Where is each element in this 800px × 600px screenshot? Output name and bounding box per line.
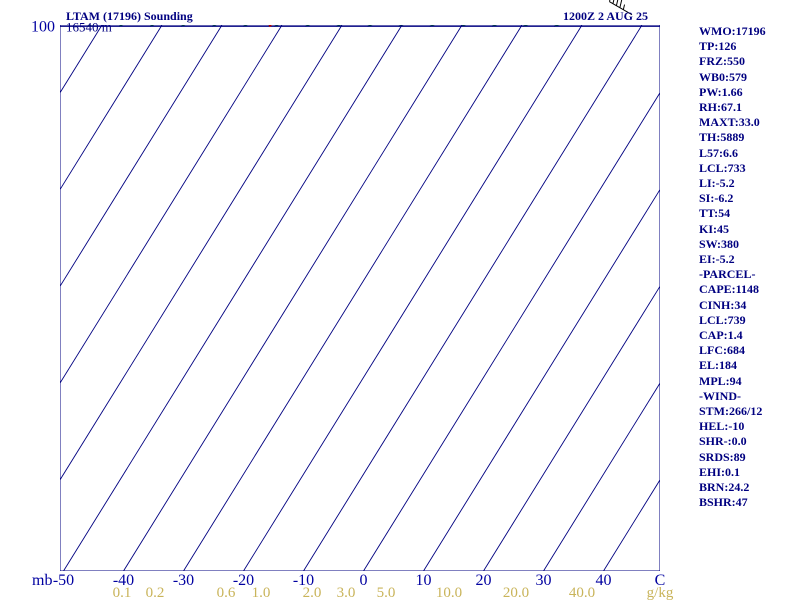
isotherm	[60, 25, 223, 288]
isotherm	[60, 25, 343, 481]
stat-line: EHI:0.1	[699, 464, 741, 479]
stat-line: BRN:24.2	[699, 480, 750, 494]
mixing-ratio-label: 0.1	[113, 585, 132, 600]
stat-line: HEL:-10	[699, 419, 745, 434]
isotherm	[60, 25, 163, 191]
stat-line: CAP:1.4	[699, 328, 743, 342]
stat-line: TH:5889	[699, 130, 745, 145]
stat-line: WMO:17196	[699, 24, 766, 38]
stat-line: MAXT:33.0	[699, 115, 760, 130]
temperature-tick-label: -40	[113, 572, 134, 589]
stat-line: BSHR:47	[699, 495, 748, 510]
stat-line: EL:184	[699, 358, 738, 373]
isotherm	[60, 25, 283, 384]
stat-line: LCL:739	[699, 312, 746, 327]
pressure-tick-label: 100	[31, 18, 55, 35]
dry-adiabat	[274, 25, 281, 27]
temperature-tick-label: -50	[53, 572, 74, 589]
temperature-tick-label: -20	[233, 572, 254, 589]
mixing-ratio-label: 5.0	[377, 585, 396, 600]
dry-adiabat	[149, 25, 156, 27]
x-axis-prefix: mb	[32, 572, 52, 589]
temperature-tick-label: 10	[416, 572, 432, 589]
mixing-ratio-label: 1.0	[252, 585, 271, 600]
dry-adiabat	[180, 25, 188, 27]
stat-line: CAPE:1148	[699, 282, 759, 297]
station-title: LTAM (17196) Sounding	[66, 9, 193, 23]
stat-line: L57:6.6	[699, 145, 738, 160]
mixing-ratio-label: 0.6	[217, 585, 236, 600]
stat-line: SHR-:0.0	[699, 434, 747, 449]
mixing-ratio-label: 20.0	[503, 585, 529, 600]
dry-adiabat	[87, 25, 94, 27]
sounding-time: 1200Z 2 AUG 25	[563, 9, 648, 23]
stat-line: LI:-5.2	[699, 176, 735, 190]
dry-adiabat	[118, 25, 125, 27]
mixing-ratio-label: 10.0	[436, 585, 462, 600]
wind-barb	[608, 0, 633, 16]
stat-line: KI:45	[699, 221, 729, 236]
stat-line: RH:67.1	[699, 100, 742, 114]
temperature-tick-label: 40	[596, 572, 612, 589]
temperature-line	[268, 25, 273, 28]
dry-adiabat	[212, 25, 219, 27]
stat-line: WB0:579	[699, 69, 747, 84]
stat-line: TP:126	[699, 39, 737, 54]
x-axis-unit: C	[655, 572, 666, 589]
temperature-tick-label: -10	[293, 572, 314, 589]
stat-line: EI:-5.2	[699, 252, 735, 266]
plot-frame	[60, 25, 660, 571]
height-label: 16540 m	[66, 19, 112, 34]
mixing-ratio-label: 0.2	[146, 585, 165, 600]
isotherm	[423, 188, 660, 571]
stat-line: -WIND-	[699, 388, 741, 403]
mixing-ratio-label: 2.0	[303, 585, 322, 600]
isotherm	[123, 25, 463, 571]
temperature-tick-label: 30	[536, 572, 552, 589]
isotherm	[483, 285, 660, 571]
temperature-tick-label: 20	[476, 572, 492, 589]
stat-line: LFC:684	[699, 343, 745, 358]
isotherm	[0, 25, 42, 571]
mixing-ratio-unit: g/kg	[647, 585, 674, 600]
temperature-tick-label: -30	[173, 572, 194, 589]
isotherm	[183, 25, 523, 571]
stat-line: PW:1.66	[699, 84, 743, 99]
dry-adiabat	[305, 25, 312, 27]
isotherm	[60, 25, 103, 94]
isotherm	[363, 91, 660, 571]
mixing-ratio-label: 40.0	[569, 585, 595, 600]
isotherm	[303, 25, 643, 571]
isotherm	[63, 25, 403, 571]
isotherm	[543, 382, 660, 571]
temperature-tick-label: 0	[360, 572, 368, 589]
stat-line: STM:266/12	[699, 404, 763, 418]
stat-line: CINH:34	[699, 297, 747, 312]
stat-line: -PARCEL-	[699, 267, 756, 282]
stat-line: TT:54	[699, 206, 731, 221]
stat-line: MPL:94	[699, 373, 742, 388]
stat-line: FRZ:550	[699, 54, 745, 69]
isotherm	[243, 25, 583, 571]
mixing-ratio-label: 3.0	[337, 585, 356, 600]
stat-line: LCL:733	[699, 160, 746, 175]
stat-line: SI:-6.2	[699, 191, 734, 206]
stat-line: SRDS:89	[699, 449, 746, 464]
stat-line: SW:380	[699, 236, 740, 251]
dry-adiabat	[243, 25, 250, 27]
